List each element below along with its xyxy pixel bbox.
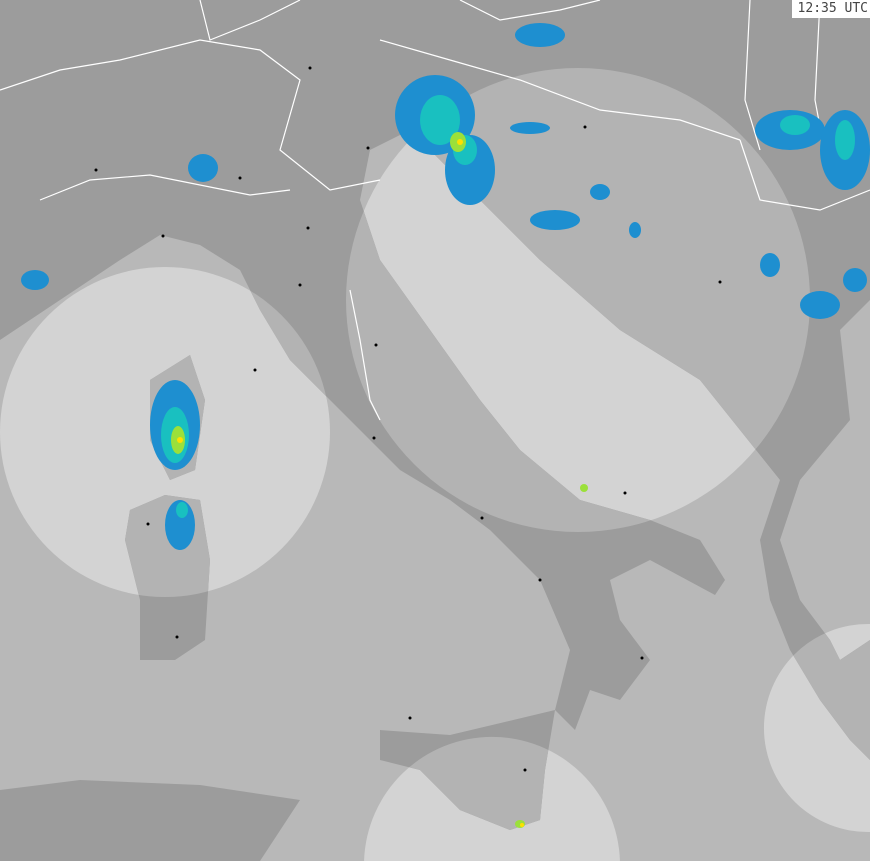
timestamp-label: 12:35 UTC <box>791 0 870 18</box>
city-markers <box>94 66 722 772</box>
precipitation <box>21 23 870 828</box>
